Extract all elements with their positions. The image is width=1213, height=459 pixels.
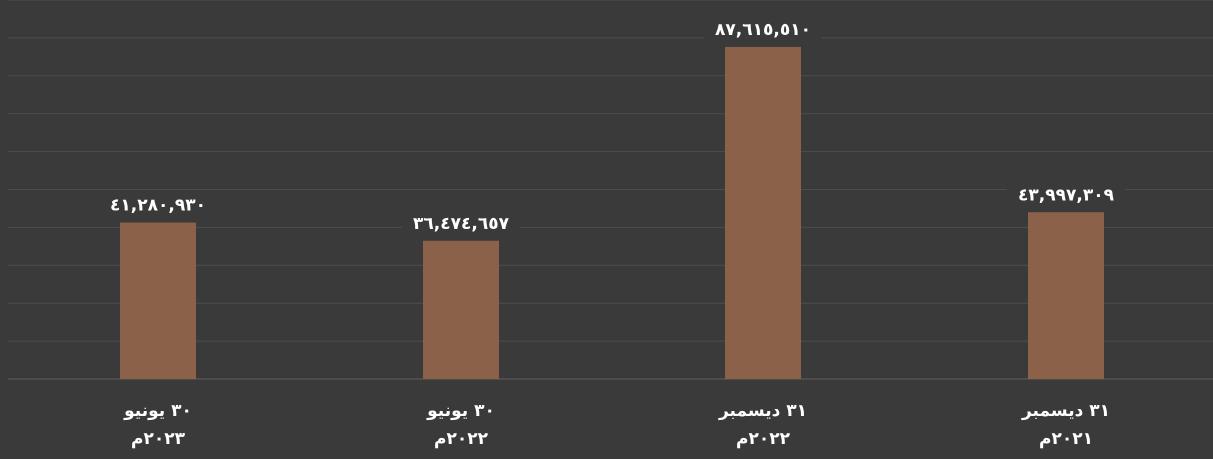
bar (1028, 212, 1104, 379)
bar (120, 222, 196, 379)
x-tick-label: ٣٠ يونيو (123, 401, 192, 421)
data-label: ٤١,٢٨٠,٩٣٠ (110, 196, 206, 216)
data-label-background (402, 209, 520, 234)
x-tick-label: ٣١ ديسمبر (718, 401, 807, 421)
x-tick-label: ٢٠٢٢م (434, 429, 489, 449)
bar (423, 240, 499, 379)
gridlines (8, 0, 1213, 380)
x-tick-label: ٢٠٢٢م (736, 429, 791, 449)
bar (725, 46, 801, 379)
x-tick-label: ٢٠٢٣م (131, 429, 186, 449)
data-label: ٤٣,٩٩٧,٣٠٩ (1018, 185, 1115, 205)
data-label: ٣٦,٤٧٤,٦٥٧ (413, 214, 510, 234)
data-label-background (704, 15, 822, 40)
data-labels: ٤١,٢٨٠,٩٣٠ ٣٦,٤٧٤,٦٥٧ ٨٧,٦١٥,٥١٠ ٤٣,٩٩٧,٣٠٩ (99, 15, 1125, 234)
data-label: ٨٧,٦١٥,٥١٠ (715, 20, 811, 40)
x-tick-label: ٣٠ يونيو (426, 401, 495, 421)
x-tick-label: ٢٠٢١م (1039, 429, 1093, 449)
bars (120, 46, 1104, 379)
data-label-background (99, 191, 217, 216)
x-tick-label: ٣١ ديسمبر (1021, 401, 1110, 421)
data-label-background (1007, 181, 1125, 206)
x-axis-tick-labels: ٣٠ يونيو ٢٠٢٣م ٣٠ يونيو ٢٠٢٢م ٣١ ديسمبر ٢٠٢٢م… (123, 401, 1110, 449)
